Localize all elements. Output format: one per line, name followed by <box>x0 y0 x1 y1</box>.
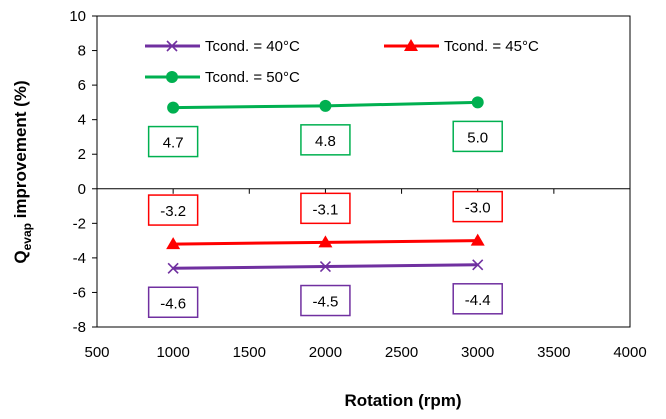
data-label-box <box>452 120 503 153</box>
y-tick-label: 6 <box>78 77 86 94</box>
x-tick-label: 2000 <box>309 344 342 361</box>
y-axis-title-subscript: evap <box>20 223 34 250</box>
data-label: -3.2 <box>160 203 186 220</box>
legend-label: Tcond. = 40°C <box>205 38 300 55</box>
data-label: -4.5 <box>312 294 338 311</box>
y-tick-label: -6 <box>73 284 86 301</box>
plot-area-border <box>96 15 631 328</box>
data-label: 4.7 <box>163 135 184 152</box>
circle-marker <box>166 71 178 83</box>
x-marker-stroke <box>319 260 331 273</box>
y-tick-label: 10 <box>69 8 86 25</box>
legend-label: Tcond. = 45°C <box>444 38 539 55</box>
x-marker <box>319 260 331 273</box>
series-2: -3.2 -3.1 -3.0 <box>147 190 503 250</box>
legend-entry: Tcond. = 50°C <box>145 69 300 86</box>
x-tick-label: 2500 <box>385 344 418 361</box>
data-label-box <box>300 192 351 225</box>
series-1: -4.6 -4.5 -4.4 <box>147 259 503 319</box>
y-tick-label: 0 <box>78 181 86 198</box>
x-tick-label: 3000 <box>461 344 494 361</box>
data-label: -3.1 <box>312 201 338 218</box>
triangle-marker <box>470 233 485 246</box>
triangle-marker <box>404 39 418 51</box>
x-tick-label: 1500 <box>233 344 266 361</box>
y-tick-label: 4 <box>78 112 86 129</box>
x-tick-label: 1000 <box>156 344 189 361</box>
x-marker-stroke <box>472 259 484 271</box>
y-axis-title: Qevap improvement (%) <box>11 80 34 263</box>
x-marker <box>166 40 178 52</box>
x-marker-stroke <box>167 262 179 274</box>
triangle-marker <box>166 237 181 250</box>
data-label: -4.6 <box>160 295 186 312</box>
data-label: -4.4 <box>465 292 491 309</box>
data-label: -3.0 <box>465 200 491 217</box>
series-3: 4.7 4.8 5.0 <box>147 96 503 158</box>
y-tick-label: -8 <box>73 319 86 336</box>
legend-entry: Tcond. = 40°C <box>145 38 300 55</box>
circle-marker <box>167 101 180 114</box>
x-tick-label: 500 <box>84 344 109 361</box>
x-tick-label: 3500 <box>537 344 570 361</box>
x-axis-title: Rotation (rpm) <box>344 391 461 410</box>
x-tick-label: 4000 <box>613 344 646 361</box>
y-axis-title-suffix: improvement (%) <box>11 80 30 223</box>
svg-text:Qevap improvement (%): Qevap improvement (%) <box>11 80 34 263</box>
circle-marker <box>319 99 332 112</box>
data-label: 4.8 <box>315 133 336 150</box>
y-tick-label: -2 <box>73 215 86 232</box>
data-label-box <box>300 124 351 156</box>
circle-marker <box>471 96 484 109</box>
data-label: 5.0 <box>467 129 488 146</box>
data-label-box <box>452 283 503 315</box>
data-label-box <box>147 125 199 158</box>
data-label-box <box>147 194 199 226</box>
x-marker <box>167 262 179 274</box>
data-label-box <box>452 190 503 223</box>
x-marker <box>472 259 484 271</box>
y-tick-label: -4 <box>73 250 86 267</box>
data-label-box <box>147 286 199 319</box>
data-label-box <box>300 284 351 317</box>
x-marker-stroke <box>166 40 178 52</box>
y-tick-label: 8 <box>78 43 86 60</box>
y-tick-label: 2 <box>78 146 86 163</box>
legend-label: Tcond. = 50°C <box>205 69 300 86</box>
y-axis-title-main: Q <box>11 250 30 263</box>
legend-entry: Tcond. = 45°C <box>384 38 539 55</box>
triangle-marker <box>318 235 333 248</box>
